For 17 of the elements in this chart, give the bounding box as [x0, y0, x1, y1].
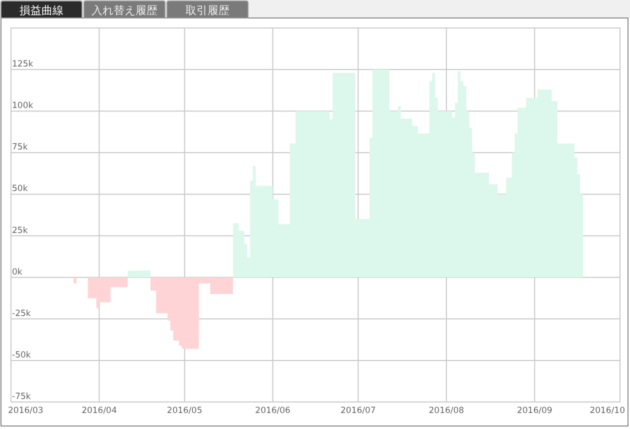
x-tick-label: 2016/05: [166, 406, 202, 416]
x-tick-label: 2016/04: [82, 406, 117, 416]
y-tick-label: 75k: [12, 142, 28, 153]
y-tick-label: 25k: [12, 226, 28, 236]
x-tick-label: 2016/10: [590, 406, 625, 416]
y-tick-label: 100k: [12, 101, 34, 112]
x-tick-label: 2016/09: [516, 406, 552, 416]
x-tick-label: 2016/06: [255, 406, 290, 416]
y-tick-label: 50k: [12, 184, 28, 194]
y-tick-label: 125k: [12, 60, 34, 70]
x-tick-label: 2016/07: [340, 406, 376, 416]
y-tick-label: 0k: [12, 267, 22, 278]
y-tick-label: -50k: [12, 350, 31, 360]
x-tick-label: 2016/08: [428, 406, 464, 416]
x-tick-label: 2016/03: [8, 406, 44, 416]
y-tick-label: -25k: [12, 308, 31, 319]
y-tick-label: -75k: [12, 392, 31, 402]
